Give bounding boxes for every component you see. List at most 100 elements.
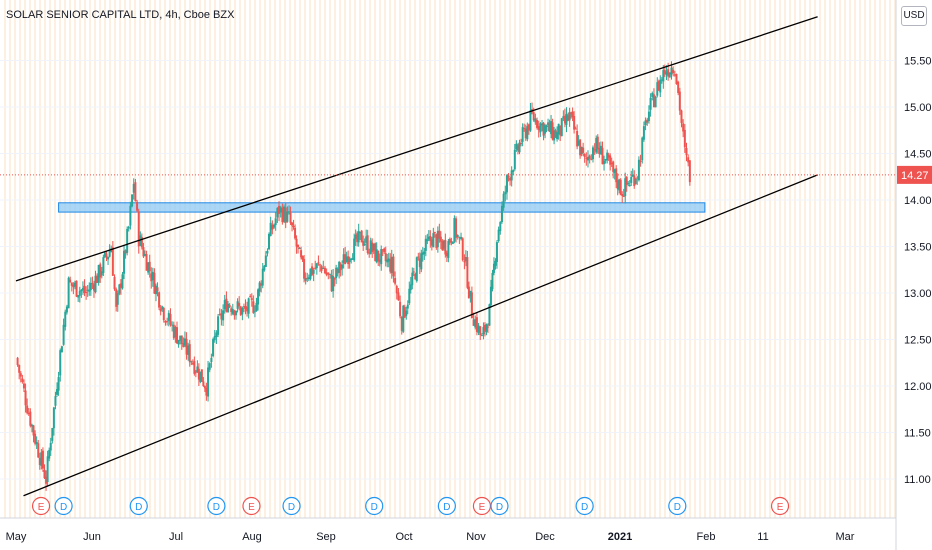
candle [30,423,33,433]
candle [307,274,310,282]
session-band [889,0,891,518]
candle [260,280,263,293]
session-band [79,0,81,518]
x-tick-label: 11 [757,531,768,543]
trendline-upper[interactable] [15,16,818,282]
candle [586,150,589,168]
candle [483,322,486,337]
x-tick-label: Dec [535,531,555,543]
candle [139,231,142,247]
candle [631,168,634,177]
candle [217,313,220,338]
session-band [729,0,731,518]
session-band [274,0,276,518]
session-band [669,0,671,518]
session-band [244,0,246,518]
candle [142,242,145,259]
candle [551,118,554,141]
candle [252,295,255,314]
session-band [554,0,556,518]
candle [678,87,681,115]
candle [51,427,54,444]
session-band [739,0,741,518]
candle [677,80,680,96]
candle [509,176,512,186]
session-band [14,0,16,518]
session-band [824,0,826,518]
svg-text:D: D [674,502,681,513]
session-band [144,0,146,518]
candle [495,240,498,269]
session-band [894,0,896,518]
candle [560,117,563,137]
candle [585,152,588,166]
event-marker-D[interactable]: D [207,496,226,516]
session-band [524,0,526,518]
trendline-lower[interactable] [23,174,818,497]
candle [383,247,386,254]
candle [323,265,326,275]
candle [417,252,420,261]
candle [395,284,398,300]
event-marker-D[interactable]: D [129,496,148,516]
event-marker-D[interactable]: D [282,496,301,516]
event-marker-D[interactable]: D [490,496,509,516]
candle [641,136,644,164]
candle [374,242,377,262]
candle [563,108,566,128]
event-marker-D[interactable]: D [54,496,73,516]
candle [541,119,544,132]
candle [153,268,156,295]
event-marker-E[interactable]: E [472,496,492,516]
event-marker-D[interactable]: D [668,496,687,516]
candle [688,159,691,186]
candle [281,203,284,225]
candle [115,287,118,312]
candle [448,237,451,245]
candle [474,315,477,330]
event-marker-E[interactable]: E [770,496,790,516]
candle [166,317,169,326]
candle [472,312,475,326]
candle [545,124,548,133]
candle [332,268,335,298]
session-band [234,0,236,518]
candle [150,267,153,289]
candle [622,188,625,197]
candle [202,376,205,387]
y-tick-label: 11.00 [904,474,931,486]
session-band [744,0,746,518]
session-band [624,0,626,518]
session-band [169,0,171,518]
candle [126,226,129,256]
candle [294,224,297,240]
session-band [689,0,691,518]
currency-badge[interactable]: USD [901,6,927,26]
svg-text:D: D [60,502,67,513]
candle [268,232,271,251]
event-marker-E[interactable]: E [31,496,51,516]
session-band [664,0,666,518]
candle [304,272,307,285]
candle [598,142,601,158]
session-band [489,0,491,518]
candle [542,121,545,141]
candle [309,268,312,281]
candle [288,205,291,215]
candle [108,244,111,258]
session-band [754,0,756,518]
event-marker-D[interactable]: D [575,496,594,516]
session-band [429,0,431,518]
candle [86,285,89,297]
event-marker-D[interactable]: D [365,496,384,516]
event-marker-E[interactable]: E [242,496,261,516]
candle [220,309,223,326]
resistance-zone[interactable] [58,202,706,213]
candle [123,244,126,280]
candle [450,237,453,246]
candle [651,91,654,101]
event-marker-D[interactable]: D [437,496,456,516]
candle [568,107,571,127]
candle [652,88,655,108]
